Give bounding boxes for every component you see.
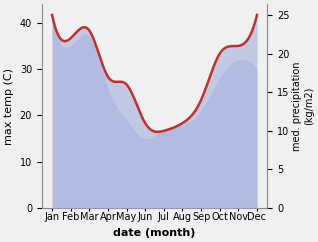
Y-axis label: max temp (C): max temp (C) [4, 68, 14, 145]
X-axis label: date (month): date (month) [113, 228, 196, 238]
Y-axis label: med. precipitation
(kg/m2): med. precipitation (kg/m2) [292, 61, 314, 151]
